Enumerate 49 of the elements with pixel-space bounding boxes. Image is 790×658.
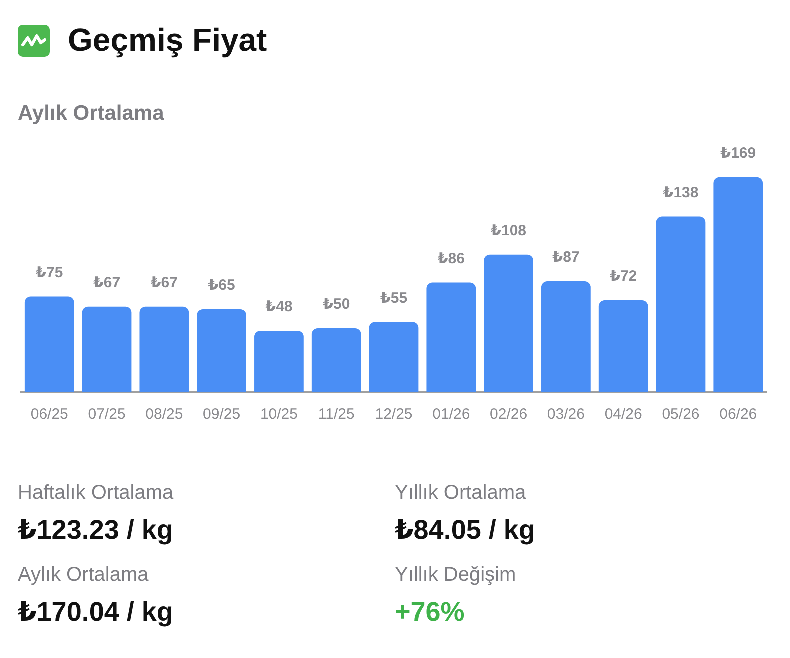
x-tick-label: 06/26 [720,406,758,424]
x-tick-label: 07/25 [88,406,126,424]
bar [542,282,591,392]
bar [369,322,419,392]
data-label: ₺50 [323,296,350,314]
text: Yıllık Değişim [395,564,518,587]
data-label: ₺138 [663,184,699,202]
chart-title: Geçmiş Fiyat [68,22,268,59]
bar [598,300,648,392]
text: Aylık Ortalama [18,564,150,587]
x-tick-label: 11/25 [318,406,355,424]
x-tick-label: 06/25 [30,406,68,424]
text: Haftalık Ortalama [18,482,175,505]
bar [140,306,190,392]
data-label: ₺67 [150,274,178,292]
data-label: ₺86 [438,250,465,268]
text: ₺84.05 / kg [395,515,536,546]
bar [254,331,304,392]
data-label: ₺67 [93,274,121,292]
x-tick-label: 05/26 [662,406,700,424]
data-label: ₺75 [36,264,64,282]
text: ₺170.04 / kg [18,597,174,628]
bar [714,177,764,392]
data-label: ₺65 [208,277,236,294]
data-label: ₺87 [552,249,580,266]
bar [312,328,362,392]
x-tick-label: 12/25 [375,406,413,424]
bar [484,254,534,392]
x-tick-label: 09/25 [203,406,241,424]
text: Yıllık Ortalama [395,482,528,505]
x-tick-label: 10/25 [260,406,298,424]
x-tick-label: 01/26 [432,406,470,424]
data-label: ₺169 [720,145,756,162]
text: +76% [395,597,466,628]
data-label: ₺55 [380,290,408,307]
text: ₺123.23 / kg [18,515,174,546]
chart-subtitle: Aylık Ortalama [18,102,164,126]
x-tick-label: 03/26 [547,406,585,424]
x-tick-label: 02/26 [490,406,528,424]
bar [656,216,706,392]
data-label: ₺48 [266,298,293,316]
bar [82,306,132,392]
x-tick-label: 04/26 [604,406,642,424]
bar [426,282,476,392]
x-tick-label: 08/25 [146,406,184,424]
bar [197,309,246,392]
bar [24,296,74,392]
data-label: ₺72 [610,268,638,286]
data-label: ₺108 [491,222,527,240]
